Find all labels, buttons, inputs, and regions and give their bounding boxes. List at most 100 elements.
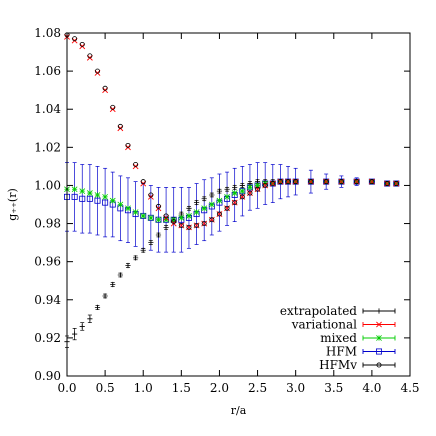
x-tick-label: 4.0 <box>362 381 381 395</box>
hfmv-point <box>140 179 146 185</box>
extrapolated-point <box>163 224 169 230</box>
hfmv-point <box>171 219 177 225</box>
hfmv-point <box>308 179 314 185</box>
mixed-point <box>117 201 124 208</box>
legend-label-variational: variational <box>291 318 357 332</box>
mixed-point <box>79 188 86 195</box>
x-tick-label: 3.0 <box>286 381 305 395</box>
legend-marker-hfm <box>375 348 382 355</box>
hfm-point <box>102 199 109 206</box>
x-tick-label: 3.5 <box>324 381 343 395</box>
hfmv-point <box>224 205 230 211</box>
hfmv-point <box>178 222 184 228</box>
mixed-point <box>102 193 108 200</box>
mixed-point <box>231 190 238 196</box>
hfmv-point <box>186 224 192 230</box>
extrapolated-point <box>224 186 230 192</box>
mixed-point <box>239 188 246 195</box>
hfmv-point <box>354 179 360 185</box>
extrapolated-point <box>232 184 238 190</box>
extrapolated-point <box>79 323 85 330</box>
legend-label-mixed: mixed <box>320 331 357 345</box>
mixed-point <box>247 184 253 191</box>
hfmv-point <box>87 53 93 59</box>
x-tick-label: 2.0 <box>210 381 229 395</box>
y-tick-label: 0.92 <box>34 331 61 345</box>
mixed-point <box>140 213 147 219</box>
hfm-point <box>79 195 86 202</box>
legend-label-hfmv: HFMv <box>319 358 357 372</box>
hfmv-point <box>194 222 200 228</box>
y-tick-label: 1.00 <box>34 178 61 192</box>
hfmv-point <box>232 200 238 206</box>
extrapolated-point <box>140 247 146 253</box>
extrapolated-point <box>87 316 93 322</box>
hfmv-point <box>384 181 390 187</box>
extrapolated-point <box>72 331 78 337</box>
mixed-point <box>224 193 230 200</box>
legend-marker-variational <box>376 321 382 328</box>
hfm-point <box>94 197 101 204</box>
x-axis-title: r/a <box>231 404 247 417</box>
extrapolated-point <box>209 192 215 198</box>
legend-label-extrapolated: extrapolated <box>280 304 357 318</box>
extrapolated-point <box>216 188 223 194</box>
hfmv-point <box>323 179 329 185</box>
hfmv-point <box>209 217 215 223</box>
legend-marker-mixed <box>376 335 382 341</box>
hfmv-point <box>369 179 375 185</box>
extrapolated-point <box>148 240 154 246</box>
legend-label-hfm: HFM <box>326 345 357 359</box>
mixed-point <box>208 201 215 208</box>
y-tick-label: 0.94 <box>34 293 61 307</box>
extrapolated-point <box>117 272 123 278</box>
mixed-point <box>216 197 223 204</box>
hfmv-point <box>72 36 78 42</box>
y-tick-label: 0.98 <box>34 217 61 231</box>
hfmv-point <box>293 179 299 185</box>
y-tick-label: 0.90 <box>34 369 61 383</box>
mixed-point <box>163 216 169 223</box>
mixed-point <box>125 205 131 212</box>
extrapolated-point <box>110 281 116 288</box>
hfmv-point <box>239 194 245 200</box>
hfmv-point <box>285 179 291 185</box>
hfmv-point <box>110 104 116 110</box>
series-hfmv <box>64 32 399 230</box>
x-tick-label: 2.5 <box>248 381 267 395</box>
extrapolated-point <box>133 255 139 261</box>
hfmv-point <box>102 85 108 91</box>
y-tick-label: 0.96 <box>34 255 61 269</box>
hfmv-point <box>277 179 283 185</box>
mixed-point <box>186 213 192 219</box>
hfmv-point <box>79 41 85 47</box>
x-tick-label: 1.0 <box>134 381 153 395</box>
x-tick-label: 4.5 <box>400 381 419 395</box>
mixed-point <box>132 209 139 216</box>
mixed-point <box>109 197 116 204</box>
legend-marker-hfmv <box>376 362 382 368</box>
y-tick-label: 1.02 <box>34 140 61 154</box>
hfmv-point <box>262 182 268 188</box>
extrapolated-point <box>201 196 207 202</box>
extrapolated-point <box>94 304 101 310</box>
extrapolated-point <box>193 199 200 206</box>
mixed-point <box>201 205 208 212</box>
hfmv-point <box>270 181 276 187</box>
mixed-point <box>254 182 261 189</box>
hfmv-point <box>338 179 344 185</box>
y-tick-label: 1.06 <box>34 64 61 78</box>
x-tick-label: 0.0 <box>57 381 76 395</box>
y-tick-label: 1.04 <box>34 102 61 116</box>
hfmv-point <box>133 162 139 167</box>
x-tick-label: 0.5 <box>96 381 115 395</box>
hfm-point <box>86 195 93 202</box>
extrapolated-point <box>125 262 131 269</box>
mixed-point <box>178 214 185 221</box>
hfmv-point <box>393 181 399 187</box>
extrapolated-point <box>239 182 245 189</box>
mixed-point <box>86 190 93 196</box>
mixed-point <box>147 214 154 221</box>
